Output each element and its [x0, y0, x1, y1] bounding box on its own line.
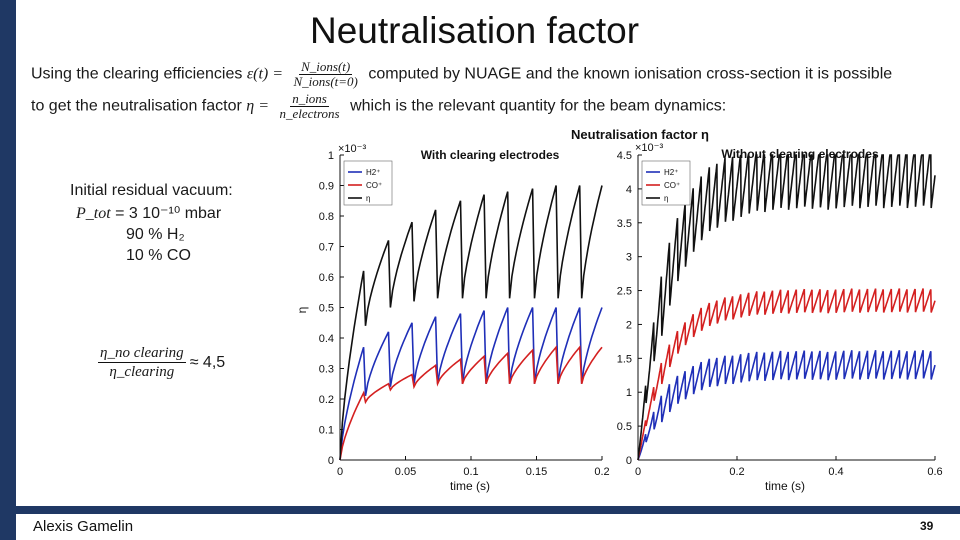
figure-title: Neutralisation factor η — [571, 127, 709, 142]
x-tick-label: 0 — [337, 466, 343, 478]
y-tick-label: 1 — [328, 150, 334, 162]
footer-bar — [16, 506, 960, 514]
x-tick-label: 0 — [635, 466, 641, 478]
chart-left-ylabel: η — [295, 307, 309, 314]
intro-text-2: to get the neutralisation factor — [31, 97, 242, 115]
chart-right: Without clearing electrodes ×10⁻³ time (… — [617, 142, 943, 493]
legend-label: η — [664, 194, 668, 203]
series-line-1 — [637, 349, 936, 461]
y-tick-label: 4 — [626, 184, 632, 196]
author-name: Alexis Gamelin — [33, 518, 134, 535]
legend-label: η — [366, 194, 370, 203]
chart-left-series — [339, 185, 603, 461]
y-tick-label: 0.5 — [319, 303, 334, 315]
chart-right-xlabel: time (s) — [765, 479, 805, 493]
y-tick-label: 0.9 — [319, 181, 334, 193]
y-tick-label: 2 — [626, 319, 632, 331]
y-tick-label: 0 — [328, 455, 334, 467]
y-tick-label: 4.5 — [617, 150, 632, 162]
ratio-value: ≈ 4,5 — [189, 353, 226, 371]
intro-line-2: to get the neutralisation factor η = n_i… — [31, 92, 726, 121]
left-accent-bar — [0, 0, 16, 540]
page-number: 39 — [920, 519, 934, 533]
x-tick-label: 0.6 — [927, 466, 942, 478]
chart-right-multiplier: ×10⁻³ — [635, 142, 663, 154]
x-tick-label: 0.15 — [526, 466, 547, 478]
vacuum-heading: Initial residual vacuum: — [70, 182, 233, 199]
y-tick-label: 1 — [626, 387, 632, 399]
ratio-denominator: η_clearing — [109, 364, 175, 380]
y-tick-label: 1.5 — [617, 353, 632, 365]
series-line-3 — [339, 185, 603, 461]
fraction-numerator: n_ions — [290, 91, 329, 107]
chart-right-series — [637, 154, 936, 461]
x-tick-label: 0.05 — [395, 466, 416, 478]
chart-right-legend: H2⁺ CO⁺ η — [641, 160, 691, 206]
legend-label: CO⁺ — [366, 181, 382, 190]
neutralisation-figure: Neutralisation factor η With clearing el… — [290, 120, 960, 500]
neutralisation-fraction: n_ions n_electrons — [277, 92, 341, 121]
series-line-2 — [637, 288, 936, 461]
legend-label: H2⁺ — [366, 168, 380, 177]
intro-text-1: Using the clearing efficiencies — [31, 65, 243, 83]
epsilon-symbol: ε(t) = — [246, 65, 284, 83]
chart-right-ticks: 0 0.2 0.4 0.6 0 0.5 1 1.5 2 2.5 3 3.5 4 4.5 — [617, 150, 943, 478]
x-tick-label: 0.2 — [594, 466, 609, 478]
fraction-denominator: n_electrons — [279, 106, 340, 121]
y-tick-label: 0.2 — [319, 394, 334, 406]
y-tick-label: 0.5 — [617, 421, 632, 433]
y-tick-label: 0.7 — [319, 242, 334, 254]
neutralisation-ratio: η_no clearing η_clearing ≈ 4,5 — [94, 344, 225, 381]
pressure-symbol: P_tot — [76, 205, 111, 222]
pressure-line: P_tot = 3 10⁻¹⁰ mbar — [76, 203, 221, 223]
series-line-2 — [339, 345, 603, 461]
legend-label: H2⁺ — [664, 168, 678, 177]
y-tick-label: 0 — [626, 455, 632, 467]
chart-left-multiplier: ×10⁻³ — [338, 143, 366, 155]
ratio-fraction: η_no clearing η_clearing — [98, 344, 186, 381]
x-tick-label: 0.4 — [828, 466, 843, 478]
y-tick-label: 0.8 — [319, 211, 334, 223]
fraction-denominator: N_ions(t=0) — [293, 74, 358, 89]
eta-symbol: η = — [246, 97, 269, 115]
chart-left: With clearing electrodes ×10⁻³ η time (s… — [295, 143, 610, 493]
co-fraction: 10 % CO — [126, 247, 191, 264]
y-tick-label: 3.5 — [617, 218, 632, 230]
fraction-numerator: N_ions(t) — [299, 59, 353, 75]
y-tick-label: 0.1 — [319, 425, 334, 437]
intro-text-1b: computed by NUAGE and the known ionisati… — [368, 65, 893, 83]
pressure-value: = 3 10⁻¹⁰ mbar — [115, 205, 222, 222]
chart-left-legend: H2⁺ CO⁺ η — [343, 160, 393, 206]
chart-left-subtitle: With clearing electrodes — [421, 148, 560, 162]
y-tick-label: 0.4 — [319, 333, 334, 345]
figure-background — [290, 120, 960, 500]
intro-text-2b: which is the relevant quantity for the b… — [350, 97, 727, 115]
y-tick-label: 3 — [626, 252, 632, 264]
clearing-efficiency-fraction: N_ions(t) N_ions(t=0) — [291, 60, 359, 89]
chart-left-ticks: 0 0.05 0.1 0.15 0.2 0 0.1 0.2 0.3 0.4 0.5 0.6 0.7 0.8… — [319, 150, 610, 478]
y-tick-label: 0.3 — [319, 364, 334, 376]
h2-fraction: 90 % H₂ — [126, 226, 185, 243]
series-line-1 — [339, 307, 603, 461]
x-tick-label: 0.1 — [463, 466, 478, 478]
legend-label: CO⁺ — [664, 181, 680, 190]
slide-title: Neutralisation factor — [310, 10, 640, 51]
y-tick-label: 2.5 — [617, 286, 632, 298]
y-tick-label: 0.6 — [319, 272, 334, 284]
x-tick-label: 0.2 — [729, 466, 744, 478]
series-line-3 — [637, 154, 936, 461]
ratio-numerator: η_no clearing — [98, 345, 186, 363]
chart-left-xlabel: time (s) — [450, 479, 490, 493]
intro-line-1: Using the clearing efficiencies ε(t) = N… — [31, 60, 892, 89]
chart-right-subtitle: Without clearing electrodes — [721, 147, 879, 161]
